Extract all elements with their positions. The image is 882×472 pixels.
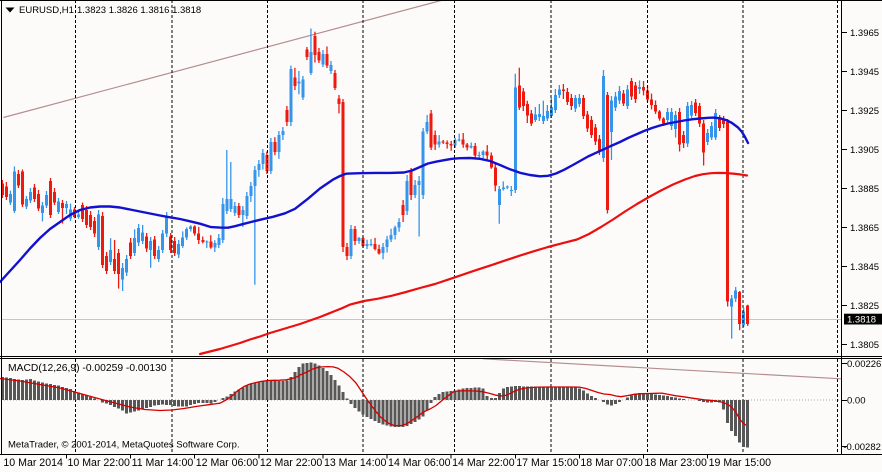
svg-text:MetaTrader, © 2001-2014, MetaQ: MetaTrader, © 2001-2014, MetaQuotes Soft… [8, 440, 240, 451]
svg-text:0.00: 0.00 [847, 396, 866, 407]
svg-text:EURUSD,H1: EURUSD,H1 [19, 5, 74, 16]
svg-text:12 Mar 06:00: 12 Mar 06:00 [196, 457, 259, 469]
svg-text:1.3925: 1.3925 [850, 106, 879, 117]
svg-text:1.3885: 1.3885 [850, 184, 879, 195]
svg-text:14 Mar 06:00: 14 Mar 06:00 [388, 457, 451, 469]
svg-text:10 Mar 22:00: 10 Mar 22:00 [68, 457, 131, 469]
svg-text:18 Mar 07:00: 18 Mar 07:00 [580, 457, 643, 469]
svg-text:11 Mar 14:00: 11 Mar 14:00 [132, 457, 194, 469]
svg-text:13 Mar 14:00: 13 Mar 14:00 [324, 457, 387, 469]
svg-text:0.00226: 0.00226 [847, 359, 881, 370]
svg-text:18 Mar 23:00: 18 Mar 23:00 [645, 457, 708, 469]
svg-text:1.3865: 1.3865 [850, 223, 879, 234]
svg-text:-0.00282: -0.00282 [843, 442, 881, 453]
svg-text:1.3818: 1.3818 [847, 314, 876, 325]
svg-text:1.3945: 1.3945 [850, 67, 879, 78]
svg-text:1.3965: 1.3965 [850, 28, 879, 39]
svg-text:1.3845: 1.3845 [850, 262, 879, 273]
svg-text:1.3805: 1.3805 [850, 340, 879, 351]
svg-text:MACD(12,26,9) -0.00259 -0.0013: MACD(12,26,9) -0.00259 -0.00130 [8, 363, 167, 374]
svg-text:1.3823 1.3826 1.3816 1.3818: 1.3823 1.3826 1.3816 1.3818 [77, 5, 201, 16]
svg-text:10 Mar 2014: 10 Mar 2014 [3, 457, 63, 469]
svg-text:12 Mar 22:00: 12 Mar 22:00 [260, 457, 323, 469]
svg-text:19 Mar 15:00: 19 Mar 15:00 [709, 457, 772, 469]
svg-text:17 Mar 15:00: 17 Mar 15:00 [516, 457, 579, 469]
svg-text:1.3825: 1.3825 [850, 301, 879, 312]
svg-text:14 Mar 22:00: 14 Mar 22:00 [452, 457, 515, 469]
svg-text:1.3905: 1.3905 [850, 145, 879, 156]
